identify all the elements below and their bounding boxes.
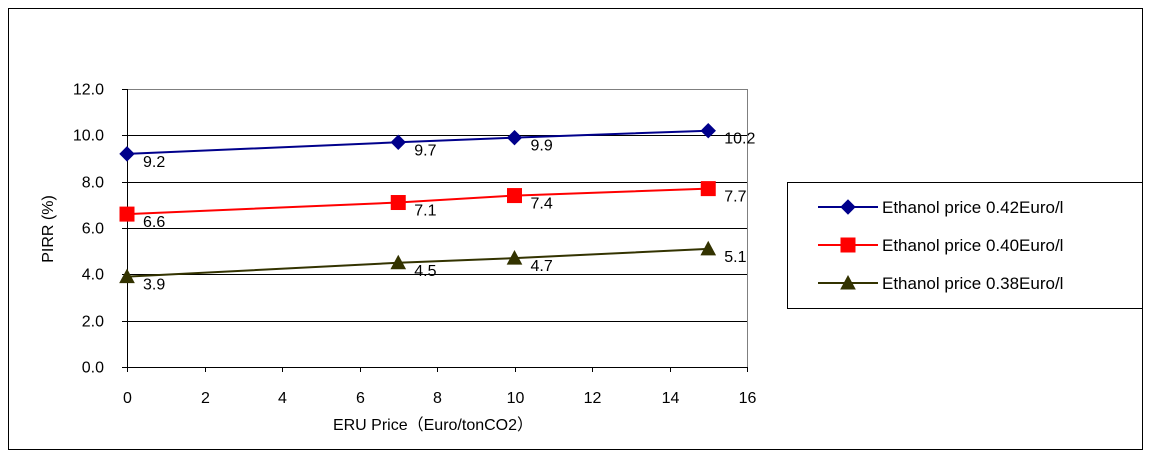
legend-marker-diamond bbox=[840, 199, 856, 215]
x-tick-label: 0 bbox=[123, 390, 132, 407]
y-tick-label: 12.0 bbox=[73, 82, 104, 99]
data-label: 4.7 bbox=[531, 258, 553, 275]
legend-label-040: Ethanol price 0.40Euro/l bbox=[882, 236, 1063, 255]
data-label: 7.7 bbox=[724, 189, 746, 206]
data-point-diamond bbox=[506, 129, 523, 146]
x-tick-label: 12 bbox=[584, 390, 602, 407]
data-label: 6.6 bbox=[143, 214, 165, 231]
y-tick-label: 0.0 bbox=[82, 360, 104, 377]
legend-marker-square bbox=[840, 237, 856, 253]
legend-label-042: Ethanol price 0.42Euro/l bbox=[882, 198, 1063, 217]
x-tick-label: 8 bbox=[433, 390, 442, 407]
series-line bbox=[126, 187, 709, 216]
data-label: 9.9 bbox=[531, 138, 553, 155]
legend-marker-triangle bbox=[840, 274, 856, 290]
series-line bbox=[126, 247, 709, 278]
data-point-square bbox=[119, 206, 135, 222]
data-point-square bbox=[507, 188, 522, 204]
data-point-diamond bbox=[390, 134, 406, 150]
legend-item-038: Ethanol price 0.38Euro/l bbox=[818, 274, 1063, 293]
legend: Ethanol price 0.42Euro/l Ethanol price 0… bbox=[787, 182, 1143, 309]
data-label: 7.4 bbox=[531, 196, 553, 213]
x-tick-label: 4 bbox=[278, 390, 287, 407]
data-point-triangle bbox=[119, 268, 135, 284]
data-point-diamond bbox=[119, 146, 135, 162]
data-label: 3.9 bbox=[143, 277, 165, 294]
data-labels: 9.2 9.7 9.9 10.2 6.6 7.1 7.4 7.7 3.9 4.5 4.7 5.1 bbox=[143, 131, 755, 294]
legend-item-042: Ethanol price 0.42Euro/l bbox=[818, 198, 1063, 217]
data-point-triangle bbox=[506, 250, 523, 265]
y-tick-label: 6.0 bbox=[82, 221, 104, 238]
x-tick-label: 14 bbox=[662, 390, 680, 407]
y-axis-title: PIRR (%) bbox=[40, 195, 57, 263]
legend-item-040: Ethanol price 0.40Euro/l bbox=[818, 236, 1063, 255]
x-tick-label: 16 bbox=[739, 390, 757, 407]
data-label: 9.7 bbox=[414, 142, 436, 159]
x-axis-title: ERU Price（Euro/tonCO2） bbox=[333, 416, 533, 434]
data-label: 5.1 bbox=[724, 249, 746, 266]
x-tick-label: 6 bbox=[356, 390, 365, 407]
legend-label-038: Ethanol price 0.38Euro/l bbox=[882, 274, 1063, 293]
data-label: 9.2 bbox=[143, 154, 165, 171]
data-point-square bbox=[390, 195, 406, 211]
data-point-square bbox=[700, 181, 716, 197]
gridlines bbox=[127, 135, 747, 322]
x-tick-label: 2 bbox=[201, 390, 210, 407]
series-line bbox=[126, 129, 709, 155]
data-point-diamond bbox=[700, 122, 716, 139]
y-tick-label: 8.0 bbox=[82, 175, 104, 192]
series-3 bbox=[119, 240, 717, 284]
data-point-triangle bbox=[390, 254, 407, 270]
series-2 bbox=[119, 181, 716, 222]
data-point-triangle bbox=[700, 240, 717, 256]
y-tick-label: 2.0 bbox=[82, 314, 104, 331]
y-tick-label: 4.0 bbox=[82, 267, 104, 284]
y-tick-label: 10.0 bbox=[73, 128, 104, 145]
axes: 0.0 2.0 4.0 6.0 8.0 10.0 12.0 0 2 4 6 8 10 12 14 16 bbox=[73, 82, 757, 408]
series-group bbox=[119, 122, 717, 284]
data-label: 4.5 bbox=[414, 263, 436, 280]
series-1 bbox=[119, 122, 716, 162]
x-tick-label: 10 bbox=[507, 390, 525, 407]
data-label: 10.2 bbox=[724, 131, 755, 148]
data-label: 7.1 bbox=[414, 203, 436, 220]
